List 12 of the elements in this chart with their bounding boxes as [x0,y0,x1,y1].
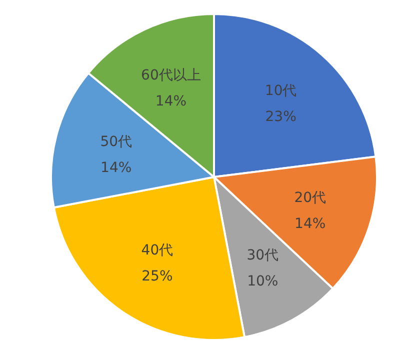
slice-label: 20代 [294,190,326,206]
data-label: 14% [100,160,132,176]
slice-label: 10代 [264,83,297,100]
data-label: 25% [142,268,173,285]
slice-label: 60代以上 [141,68,201,84]
data-label: 14% [155,94,187,110]
data-label: 10% [247,274,278,290]
slice-label: 40代 [141,242,174,259]
data-label: 23% [265,109,296,126]
slice-label: 50代 [100,134,132,150]
slice-label: 30代 [246,248,279,264]
data-label: 14% [294,216,326,232]
